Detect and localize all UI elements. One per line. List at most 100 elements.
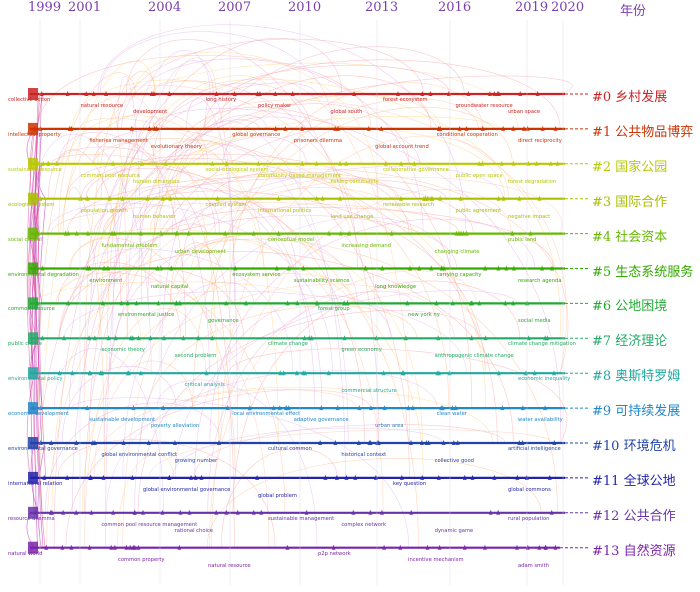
cluster-node <box>399 474 404 480</box>
cluster-node <box>286 265 291 271</box>
cluster-node <box>543 405 548 411</box>
cluster-label: #8 奥斯特罗姆 <box>592 369 681 385</box>
cluster-node <box>199 474 204 480</box>
cluster-node <box>87 265 92 271</box>
cluster-term: research agenda <box>518 277 562 284</box>
cluster-node <box>517 440 522 445</box>
cluster-node <box>38 405 43 411</box>
cluster-node <box>113 335 118 341</box>
cluster-node <box>499 160 504 166</box>
cluster-term: environmental degradation <box>8 271 79 278</box>
cluster-node <box>69 544 74 550</box>
cluster-node <box>38 125 43 131</box>
cluster-node <box>132 509 137 515</box>
cluster-node <box>551 370 556 376</box>
cluster-label: #6 公地困境 <box>592 299 668 315</box>
citation-arc <box>71 79 221 129</box>
cluster-node <box>549 509 554 515</box>
cluster-node <box>121 440 126 445</box>
cluster-node <box>111 160 116 166</box>
cluster-node <box>400 370 405 376</box>
cluster-term: urban area <box>375 423 404 430</box>
cluster-node <box>281 370 286 376</box>
cluster-start-node <box>28 332 38 345</box>
cluster-term: conditional cooperation <box>436 131 498 138</box>
cluster-node <box>235 509 240 515</box>
citation-arc <box>207 290 414 513</box>
cluster-node <box>315 300 320 306</box>
cluster-start-node <box>28 297 38 310</box>
cluster-node <box>436 474 441 480</box>
cluster-term: resource dilemma <box>8 515 55 522</box>
cluster-node <box>501 125 506 131</box>
cluster-start-node <box>28 227 38 240</box>
cluster-node <box>428 91 433 96</box>
cluster-term: critical analysis <box>184 382 225 389</box>
cluster-term: population growth <box>80 207 128 214</box>
cluster-node <box>85 405 90 411</box>
cluster-node <box>520 440 525 445</box>
cluster-node <box>87 335 92 341</box>
cluster-timelines <box>28 88 590 554</box>
cluster-label: #0 乡村发展 <box>592 90 668 105</box>
cluster-node <box>500 405 505 411</box>
cluster-term: human behavior <box>133 213 176 220</box>
citation-arc <box>68 187 105 478</box>
cluster-node <box>44 544 49 550</box>
cluster-node <box>540 265 545 271</box>
cluster-node <box>511 265 516 271</box>
cluster-node <box>518 91 523 96</box>
cluster-node <box>61 509 66 515</box>
cluster-term: fishing community <box>330 178 379 185</box>
citation-arc <box>166 207 554 269</box>
year-label: 2010 <box>288 0 322 15</box>
cluster-node <box>318 440 323 445</box>
cluster-term: social media <box>518 318 551 325</box>
cluster-node <box>46 160 51 166</box>
cluster-node <box>338 160 343 166</box>
cluster-node <box>458 195 463 201</box>
cluster-node <box>224 300 229 306</box>
cluster-node <box>210 160 215 166</box>
cluster-term: changing climate <box>434 248 480 255</box>
cluster-node <box>363 265 368 271</box>
cluster-node <box>300 160 305 166</box>
citation-arc <box>51 302 141 513</box>
citation-arc <box>68 166 504 409</box>
cluster-term: fundamental problem <box>101 242 158 249</box>
cluster-node <box>247 405 252 411</box>
cluster-term: natural resource <box>208 562 251 569</box>
cluster-node <box>100 300 105 306</box>
year-label: 2016 <box>438 0 472 15</box>
cluster-term: environmental justice <box>118 312 175 319</box>
cluster-start-node <box>28 88 38 100</box>
citation-arc <box>58 132 210 374</box>
cluster-node <box>223 230 228 236</box>
citation-arc <box>219 77 410 444</box>
cluster-node <box>132 544 137 550</box>
cluster-node <box>174 230 179 236</box>
cluster-node <box>88 474 93 480</box>
cluster-node <box>496 370 501 376</box>
citation-arc <box>172 238 558 513</box>
citation-arc <box>140 305 418 444</box>
cluster-term: social capital <box>8 236 42 243</box>
cluster-node <box>496 91 501 96</box>
cluster-node <box>547 474 552 480</box>
cluster-term: new york ny <box>408 312 440 319</box>
cluster-node <box>357 405 362 411</box>
cluster-node <box>451 440 456 445</box>
cluster-term: natural world <box>8 550 43 557</box>
cluster-label: #5 生态系统服务 <box>592 264 694 280</box>
citation-arc <box>70 237 236 478</box>
cluster-node <box>109 230 114 236</box>
citation-arc <box>170 239 384 513</box>
cluster-node <box>436 335 441 341</box>
cluster-node <box>181 335 186 341</box>
cluster-node <box>278 370 283 376</box>
cluster-node <box>353 474 358 480</box>
cluster-term: water availability <box>518 417 563 424</box>
cluster-node <box>233 265 238 271</box>
citation-arc <box>123 84 375 304</box>
